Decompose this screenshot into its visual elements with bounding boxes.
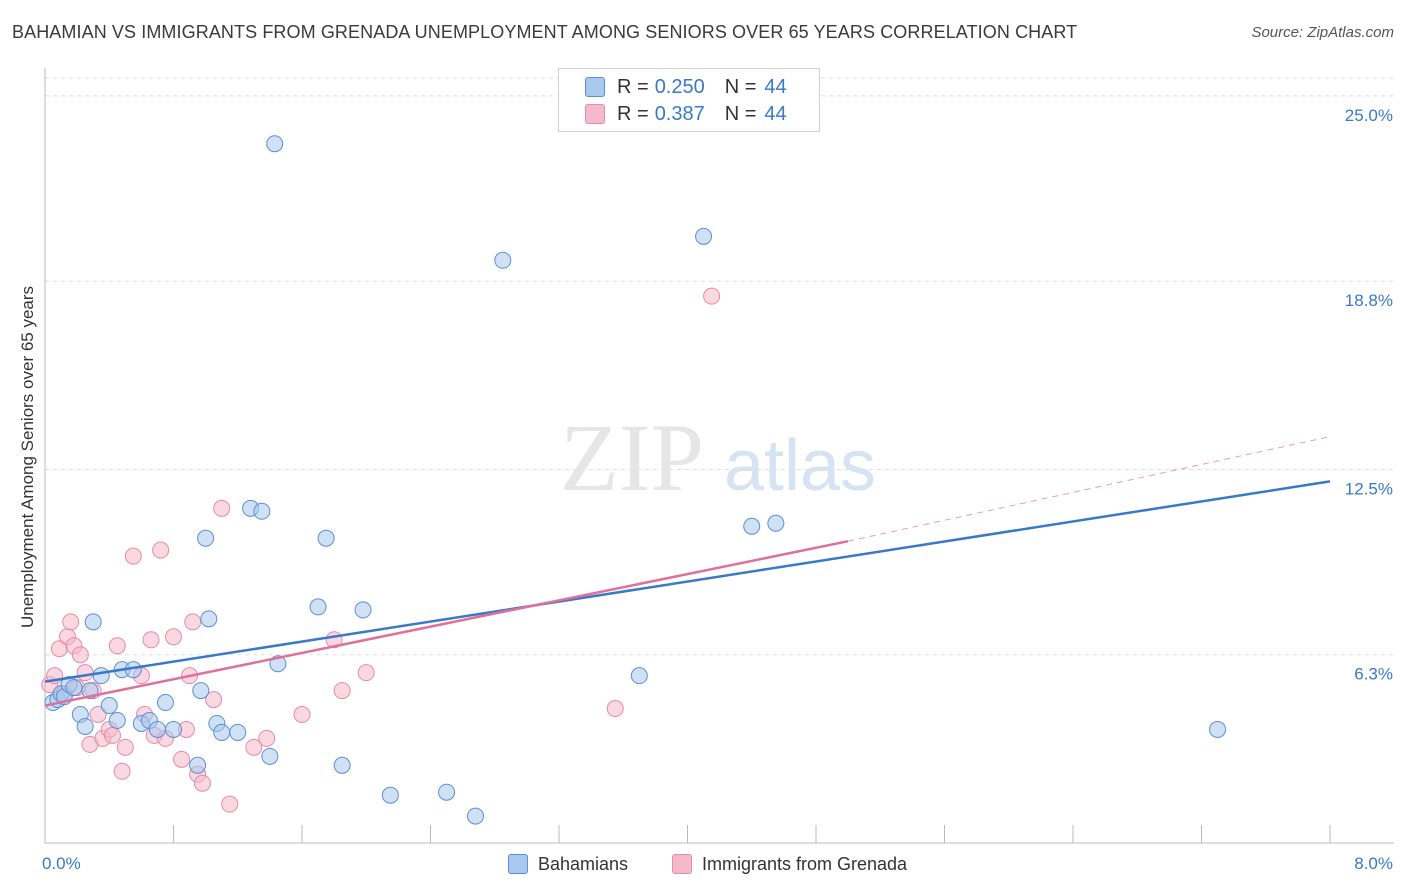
data-point-grenada <box>606 700 624 718</box>
data-point-bahamians <box>381 786 399 804</box>
data-point-bahamians <box>213 723 231 741</box>
data-point-grenada <box>293 706 311 724</box>
correlation-legend: R = 0.250 N = 44 R = 0.387 N = 44 <box>558 68 820 132</box>
data-point-grenada <box>165 628 182 646</box>
trend-lines <box>44 436 1331 707</box>
data-point-grenada <box>333 682 351 700</box>
source-label: Source: ZipAtlas.com <box>1251 24 1394 41</box>
series-bahamians-points <box>44 135 1227 825</box>
data-point-bahamians <box>1209 720 1227 738</box>
bottom-legend-grenada: Immigrants from Grenada <box>672 852 907 876</box>
data-point-bahamians <box>197 529 215 547</box>
data-point-grenada <box>108 637 126 655</box>
data-point-bahamians <box>108 711 126 729</box>
legend-n-value: 44 <box>764 102 787 125</box>
data-point-bahamians <box>189 756 207 774</box>
trend-line-bahamians <box>44 480 1331 683</box>
data-point-bahamians <box>438 783 456 801</box>
legend-n-value: 44 <box>764 75 787 98</box>
series-immigrants-grenada-points <box>41 287 721 813</box>
trend-line-grenada <box>44 539 849 707</box>
data-point-bahamians <box>309 598 327 616</box>
data-point-grenada <box>258 729 276 747</box>
y-tick-label: 6.3% <box>1354 665 1393 684</box>
watermark-zip: ZIP <box>560 404 704 511</box>
y-tick-label: 12.5% <box>1345 479 1393 498</box>
data-point-bahamians <box>200 610 218 628</box>
legend-r-label: R = <box>617 75 649 98</box>
data-point-bahamians <box>466 807 484 825</box>
data-point-grenada <box>116 738 134 756</box>
bottom-legend-swatch-pink <box>672 854 692 874</box>
data-point-grenada <box>152 541 170 559</box>
data-point-grenada <box>205 691 223 709</box>
data-point-bahamians <box>253 502 271 520</box>
data-point-bahamians <box>333 756 351 774</box>
data-point-bahamians <box>229 723 247 741</box>
data-point-grenada <box>173 750 191 768</box>
trend-line-grenada-extension <box>848 436 1331 542</box>
data-point-grenada <box>184 613 202 631</box>
legend-row-grenada: R = 0.387 N = 44 <box>585 102 787 126</box>
bottom-legend-swatch-blue <box>508 854 528 874</box>
data-point-bahamians <box>65 679 83 697</box>
data-point-bahamians <box>84 613 102 631</box>
data-point-bahamians <box>354 601 372 619</box>
data-point-grenada <box>76 664 94 682</box>
legend-swatch-pink <box>585 104 605 124</box>
data-point-bahamians <box>630 667 648 685</box>
data-point-bahamians <box>192 682 210 700</box>
x-tick-label: 0.0% <box>42 854 81 873</box>
data-point-grenada <box>221 795 239 813</box>
data-point-bahamians <box>156 694 174 712</box>
watermark: ZIP atlas <box>560 404 876 511</box>
legend-r-value: 0.387 <box>654 102 705 125</box>
y-tick-label: 25.0% <box>1345 106 1393 125</box>
bottom-legend-label-bahamians: Bahamians <box>538 853 629 874</box>
data-point-bahamians <box>92 667 110 685</box>
data-point-grenada <box>103 726 121 744</box>
axes: 6.3% 12.5% 18.8% 25.0% 0.0% 8.0% <box>42 68 1394 873</box>
data-point-bahamians <box>317 529 335 547</box>
data-point-grenada <box>124 547 142 565</box>
data-point-bahamians <box>165 720 182 738</box>
data-point-grenada <box>71 646 89 664</box>
data-point-bahamians <box>767 514 785 532</box>
data-point-grenada <box>113 762 131 780</box>
bottom-legend-label-grenada: Immigrants from Grenada <box>702 853 908 874</box>
y-tick-label: 18.8% <box>1345 291 1393 310</box>
data-point-bahamians <box>76 717 94 735</box>
legend-n-label: N = <box>724 102 757 125</box>
legend-r-value: 0.250 <box>654 75 705 98</box>
x-tick-label: 8.0% <box>1354 854 1393 873</box>
data-point-bahamians <box>743 517 761 535</box>
data-point-grenada <box>703 287 721 305</box>
data-point-grenada <box>357 664 375 682</box>
data-point-grenada <box>89 706 107 724</box>
data-point-grenada <box>62 613 80 631</box>
legend-swatch-blue <box>585 77 605 97</box>
data-point-grenada <box>213 499 231 517</box>
watermark-atlas: atlas <box>724 426 876 506</box>
data-point-bahamians <box>494 251 512 269</box>
data-point-bahamians <box>261 747 279 765</box>
legend-r-label: R = <box>617 102 649 125</box>
data-point-grenada <box>193 774 211 792</box>
data-point-bahamians <box>266 135 284 153</box>
bottom-legend-bahamians: Bahamians <box>508 852 628 876</box>
data-point-grenada <box>245 738 263 756</box>
legend-n-label: N = <box>724 75 757 98</box>
data-point-bahamians <box>100 697 118 715</box>
y-axis-title: Unemployment Among Seniors over 65 years <box>18 286 37 628</box>
data-point-bahamians <box>148 720 166 738</box>
data-point-bahamians <box>695 227 713 245</box>
data-point-grenada <box>142 631 160 649</box>
chart-title: BAHAMIAN VS IMMIGRANTS FROM GRENADA UNEM… <box>12 22 1078 42</box>
legend-row-bahamians: R = 0.250 N = 44 <box>585 75 787 99</box>
